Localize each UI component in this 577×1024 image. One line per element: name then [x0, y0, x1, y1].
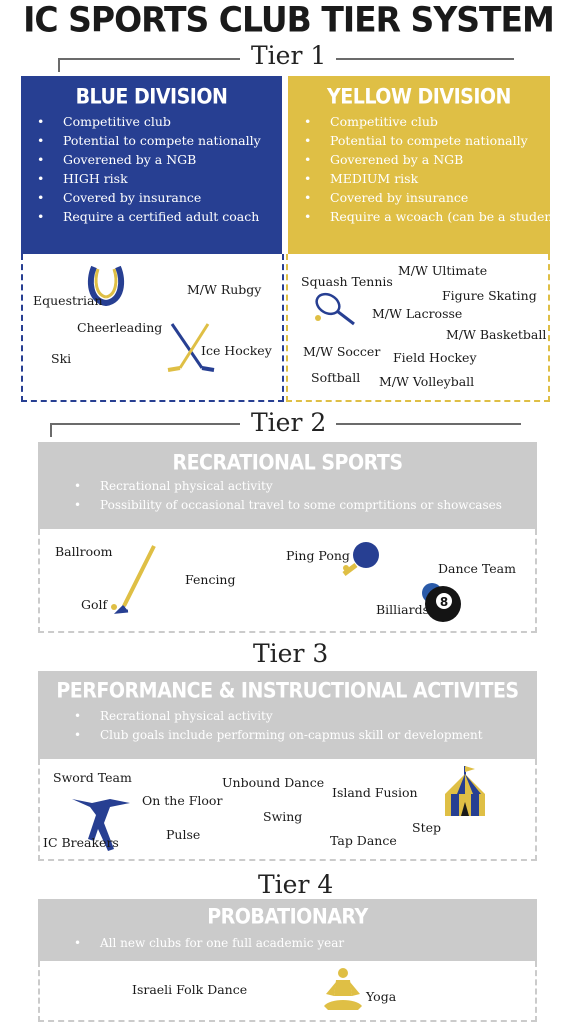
- list-item: Covered by insurance: [21, 188, 282, 207]
- sport-label: Island Fusion: [332, 785, 418, 800]
- list-item: Competitive club: [21, 112, 282, 131]
- list-item: Recrational physical activity: [58, 707, 537, 726]
- sport-label: Ping Pong: [286, 548, 350, 563]
- sport-label: Unbound Dance: [222, 775, 325, 790]
- list-item: Require a wcoach (can be a student): [288, 207, 562, 226]
- horseshoe-icon: [87, 265, 125, 307]
- list-item: Potential to compete nationally: [288, 131, 550, 150]
- page-title: IC SPORTS CLUB TIER SYSTEM: [23, 0, 555, 40]
- probationary-panel: [38, 961, 537, 1022]
- sport-label: Pulse: [166, 827, 201, 842]
- performance-panel: [38, 759, 537, 861]
- sport-label: Ice Hockey: [201, 343, 272, 358]
- blue-division-bullets: Competitive club Potential to compete na…: [21, 112, 282, 226]
- sport-label: Field Hockey: [393, 350, 477, 365]
- yellow-division-heading: YELLOW DIVISION: [327, 84, 511, 110]
- ping-pong-paddle-icon: [342, 542, 379, 576]
- sport-label: Softball: [311, 370, 361, 385]
- list-item: Possibility of occasional travel to some…: [58, 496, 537, 515]
- yellow-sports-panel: [286, 254, 550, 402]
- list-item: Require a certified adult coach: [21, 207, 282, 226]
- list-item: Covered by insurance: [288, 188, 550, 207]
- probationary-bullets: All new clubs for one full academic year: [38, 934, 537, 953]
- yellow-division-box: YELLOW DIVISION Competitive club Potenti…: [288, 76, 562, 254]
- sport-label: Sword Team: [53, 770, 132, 785]
- blue-division-heading: BLUE DIVISION: [75, 84, 228, 110]
- sport-label: Cheerleading: [77, 320, 163, 335]
- sport-label: On the Floor: [142, 793, 223, 808]
- tier1-label: Tier 1: [241, 41, 337, 71]
- probationary-box: PROBATIONARY All new clubs for one full …: [38, 899, 537, 961]
- list-item: MEDIUM risk: [288, 169, 550, 188]
- list-item: Competitive club: [288, 112, 550, 131]
- sport-label: Ballroom: [55, 544, 113, 559]
- list-item: Recrational physical activity: [58, 477, 537, 496]
- golf-club-icon: [111, 545, 156, 614]
- tier1-line-left: [58, 58, 240, 60]
- sport-label: Swing: [263, 809, 303, 824]
- sport-label: Dance Team: [438, 561, 516, 576]
- circus-tent-icon: [445, 766, 485, 816]
- tier2-label: Tier 2: [241, 408, 337, 438]
- sport-label: Step: [412, 820, 441, 835]
- sport-label: Ski: [51, 351, 72, 366]
- recreational-heading: RECRATIONAL SPORTS: [172, 450, 403, 476]
- sport-label: Billiards: [376, 602, 430, 617]
- sport-label: M/W Ultimate: [398, 263, 488, 278]
- list-item: Potential to compete nationally: [21, 131, 282, 150]
- sport-label: Equestrian: [33, 293, 103, 308]
- tier3-label: Tier 3: [243, 639, 339, 669]
- sport-label: Fencing: [185, 572, 236, 587]
- sport-label: Israeli Folk Dance: [132, 982, 248, 997]
- yellow-division-bullets: Competitive club Potential to compete na…: [288, 112, 562, 226]
- performance-box: PERFORMANCE & INSTRUCTIONAL ACTIVITES Re…: [38, 671, 537, 759]
- tier1-line-drop: [58, 58, 60, 72]
- hockey-sticks-icon: [167, 323, 215, 372]
- sport-label: M/W Soccer: [303, 344, 381, 359]
- tier2-line-left: [50, 423, 240, 425]
- performance-bullets: Recrational physical activity Club goals…: [38, 707, 537, 745]
- sport-label: Squash Tennis: [301, 274, 393, 289]
- sport-label: Figure Skating: [442, 288, 537, 303]
- sport-label: M/W Rubgy: [187, 282, 262, 297]
- sport-label: Tap Dance: [330, 833, 397, 848]
- recreational-bullets: Recrational physical activity Possibilit…: [38, 477, 537, 515]
- blue-division-box: BLUE DIVISION Competitive club Potential…: [21, 76, 282, 254]
- tennis-racket-icon: [315, 292, 355, 326]
- sport-label: M/W Basketball: [446, 327, 547, 342]
- sport-label: M/W Lacrosse: [372, 306, 463, 321]
- recreational-sports-box: RECRATIONAL SPORTS Recrational physical …: [38, 442, 537, 529]
- tier2-line-right: [328, 423, 521, 425]
- sport-label: IC Breakers: [43, 835, 119, 850]
- tier4-label: Tier 4: [248, 870, 344, 900]
- svg-text:8: 8: [440, 595, 448, 609]
- blue-sports-panel: [21, 254, 284, 402]
- sport-label: Yoga: [366, 989, 397, 1004]
- yoga-figure-icon: [324, 968, 362, 1010]
- tier2-line-drop: [50, 423, 52, 437]
- list-item: All new clubs for one full academic year: [58, 934, 537, 953]
- sport-label: M/W Volleyball: [379, 374, 475, 389]
- performance-heading: PERFORMANCE & INSTRUCTIONAL ACTIVITES: [56, 678, 519, 704]
- eight-ball-icon: 8: [422, 583, 461, 622]
- list-item: Club goals include performing on-capmus …: [58, 726, 537, 745]
- tier1-line-right: [328, 58, 514, 60]
- list-item: HIGH risk: [21, 169, 282, 188]
- sport-label: Golf: [81, 597, 108, 612]
- recreational-sports-panel: [38, 529, 537, 633]
- breakdancer-icon: [72, 799, 130, 851]
- probationary-heading: PROBATIONARY: [207, 904, 368, 930]
- list-item: Goverened by a NGB: [288, 150, 550, 169]
- list-item: Goverened by a NGB: [21, 150, 282, 169]
